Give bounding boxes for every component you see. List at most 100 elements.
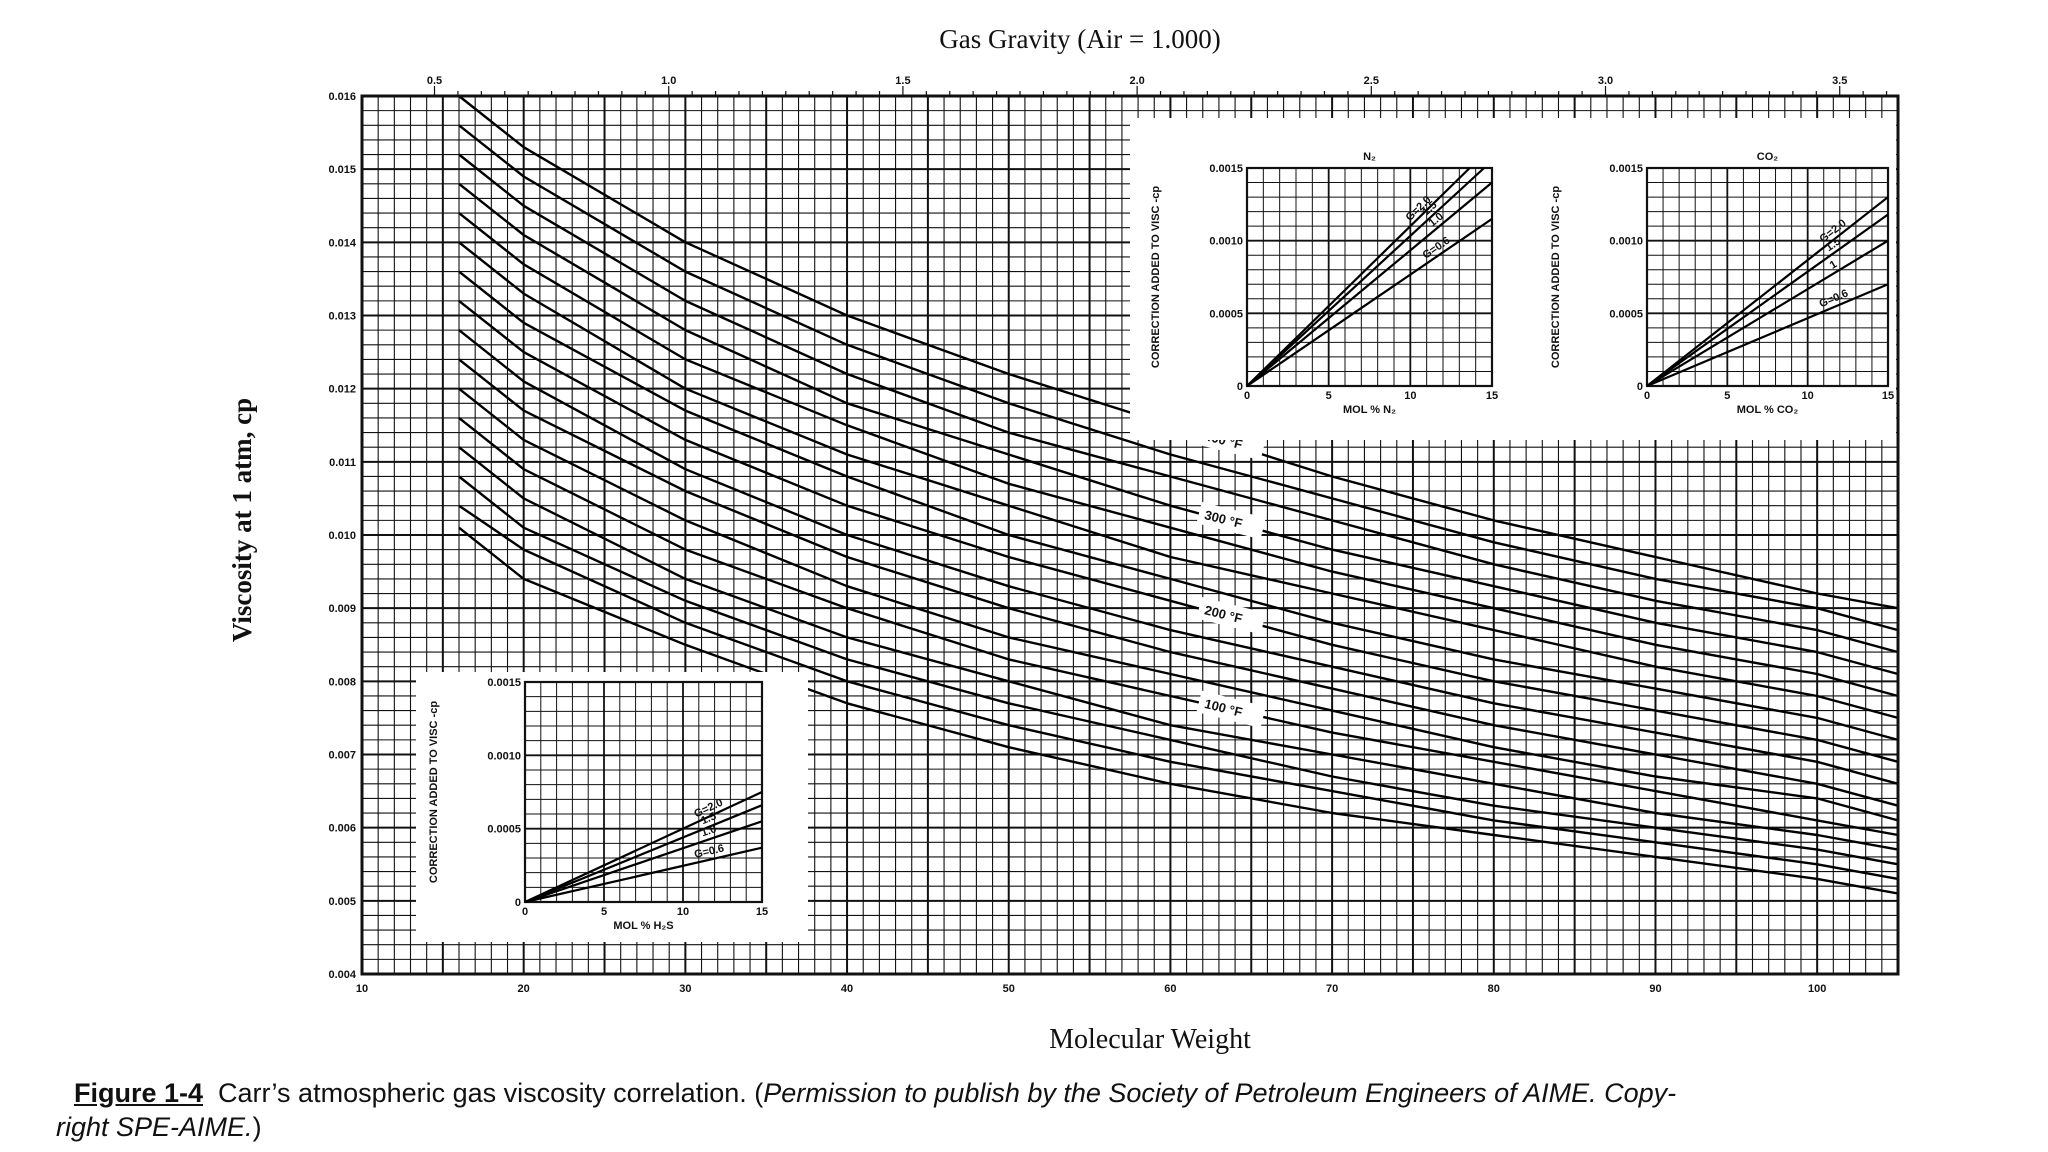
inset-y-tick: 0.0010 bbox=[1609, 236, 1643, 248]
x-tick-label: 20 bbox=[518, 983, 530, 995]
y-tick-label: 0.005 bbox=[328, 896, 356, 908]
top-axis-title: Gas Gravity (Air = 1.000) bbox=[939, 24, 1220, 54]
y-tick-label: 0.012 bbox=[328, 384, 356, 396]
y-tick-label: 0.008 bbox=[328, 676, 356, 688]
inset-title: N₂ bbox=[1363, 151, 1376, 163]
axes: 10 20 30 40 50 60 70 80 90 1000.0040.0050.0060.00… bbox=[328, 75, 1900, 995]
y-tick-label: 0.010 bbox=[328, 530, 356, 542]
correction-line-label: 1.5 bbox=[699, 810, 718, 827]
correction-line bbox=[1646, 283, 1889, 388]
figure-caption: Figure 1-4 Carr’s atmospheric gas viscos… bbox=[56, 1076, 2034, 1144]
inset-y-tick: 0.0010 bbox=[1209, 236, 1243, 248]
correction-line-label: 1 bbox=[1828, 258, 1839, 271]
inset-x-tick: 10 bbox=[1802, 390, 1814, 402]
y-tick-label: 0.007 bbox=[328, 750, 356, 762]
x-tick-label: 10 bbox=[356, 983, 368, 995]
viscosity-curve bbox=[458, 182, 1899, 676]
inset-panel bbox=[1540, 118, 1896, 440]
correction-line bbox=[1646, 213, 1889, 387]
correction-line bbox=[1246, 167, 1485, 387]
inset-x-label: MOL % N₂ bbox=[1343, 404, 1396, 416]
caption-close: ) bbox=[252, 1112, 262, 1142]
viscosity-curve bbox=[458, 299, 1899, 763]
inset-co2: G=2.01.51G=0.60 5 10 1500.00050.00100.0015M… bbox=[1540, 118, 1896, 440]
caption-line2: right SPE-AIME. bbox=[56, 1112, 253, 1142]
viscosity-curve bbox=[458, 212, 1899, 698]
inset-y-tick: 0 bbox=[515, 897, 521, 909]
temperature-label-bg bbox=[1196, 501, 1266, 540]
inset-y-label: CORRECTION ADDED TO VISC -cp bbox=[428, 701, 440, 883]
y-tick-label: 0.013 bbox=[328, 311, 356, 323]
inset-title: CO₂ bbox=[1757, 151, 1779, 163]
correction-line bbox=[524, 804, 763, 904]
caption-permission: Permission to publish by the Society of … bbox=[763, 1078, 1677, 1108]
x-tick-label: 40 bbox=[841, 983, 853, 995]
x-tick-label: 70 bbox=[1326, 983, 1338, 995]
inset-x-tick: 15 bbox=[1882, 390, 1894, 402]
inset-x-tick: 0 bbox=[1244, 390, 1250, 402]
top-tick-label: 1.5 bbox=[895, 75, 910, 87]
temperature-label-bg bbox=[1196, 690, 1266, 728]
y-tick-label: 0.016 bbox=[328, 91, 356, 103]
x-tick-label: 60 bbox=[1164, 983, 1176, 995]
viscosity-curve bbox=[458, 329, 1899, 785]
inset-frame bbox=[1245, 166, 1494, 388]
inset-x-label: MOL % CO₂ bbox=[1737, 404, 1799, 416]
viscosity-curve bbox=[458, 241, 1899, 720]
viscosity-curve bbox=[458, 270, 1899, 742]
viscosity-curve bbox=[458, 387, 1899, 822]
inset-x-tick: 5 bbox=[1326, 390, 1332, 402]
correction-line bbox=[1246, 181, 1493, 387]
inset-y-tick: 0 bbox=[1237, 381, 1243, 393]
figure-label: Figure 1-4 bbox=[74, 1078, 204, 1108]
y-axis-title: Viscosity at 1 atm, cp bbox=[227, 398, 257, 642]
inset-y-tick: 0.0010 bbox=[487, 750, 521, 762]
top-tick-label: 2.5 bbox=[1364, 75, 1379, 87]
viscosity-curve bbox=[458, 446, 1899, 851]
inset-x-tick: 0 bbox=[1644, 390, 1650, 402]
correction-line bbox=[1646, 196, 1889, 387]
y-tick-label: 0.009 bbox=[328, 603, 356, 615]
inset-x-label: MOL % H₂S bbox=[613, 920, 673, 932]
correction-line bbox=[524, 791, 763, 903]
top-tick-label: 0.5 bbox=[427, 75, 442, 87]
y-tick-label: 0.011 bbox=[329, 457, 356, 469]
y-tick-label: 0.015 bbox=[328, 164, 356, 176]
inset-y-tick: 0.0005 bbox=[1609, 308, 1643, 320]
inset-x-tick: 10 bbox=[1404, 390, 1416, 402]
temperature-label-bg bbox=[1196, 597, 1266, 635]
inset-y-tick: 0.0015 bbox=[1209, 163, 1243, 175]
y-tick-label: 0.004 bbox=[328, 969, 356, 981]
inset-y-tick: 0.0015 bbox=[487, 677, 521, 689]
x-tick-label: 90 bbox=[1649, 983, 1661, 995]
inset-x-tick: 5 bbox=[601, 906, 607, 918]
inset-y-tick: 0.0005 bbox=[487, 824, 521, 836]
inset-x-tick: 5 bbox=[1724, 390, 1730, 402]
correction-insets: G=2.01.51.0G=0.60 5 10 1500.00050.00100.001… bbox=[416, 118, 1896, 942]
top-tick-label: 3.5 bbox=[1832, 75, 1847, 87]
correction-line bbox=[524, 820, 763, 904]
inset-x-tick: 15 bbox=[756, 906, 768, 918]
viscosity-curves bbox=[458, 95, 1899, 895]
inset-x-tick: 10 bbox=[677, 906, 689, 918]
caption-text: Carr’s atmospheric gas viscosity correla… bbox=[218, 1078, 764, 1108]
correction-line bbox=[1646, 239, 1889, 387]
inset-n2: G=2.01.51.0G=0.60 5 10 1500.00050.00100.001… bbox=[1130, 118, 1550, 440]
y-tick-label: 0.014 bbox=[328, 237, 356, 249]
viscosity-curve bbox=[458, 504, 1899, 881]
inset-y-tick: 0.0015 bbox=[1609, 163, 1643, 175]
x-axis-title: Molecular Weight bbox=[1049, 1024, 1251, 1055]
correction-line bbox=[1246, 217, 1493, 387]
viscosity-curve bbox=[458, 526, 1899, 895]
x-tick-label: 80 bbox=[1488, 983, 1500, 995]
x-tick-label: 50 bbox=[1003, 983, 1015, 995]
x-tick-label: 100 bbox=[1808, 983, 1826, 995]
inset-h2s: G=2.01.51.0G=0.60 5 10 1500.00050.00100.001… bbox=[416, 672, 808, 942]
top-tick-label: 2.0 bbox=[1129, 75, 1144, 87]
correction-line bbox=[524, 846, 763, 904]
inset-y-label: CORRECTION ADDED TO VISC -cp bbox=[1150, 186, 1162, 368]
top-tick-label: 3.0 bbox=[1598, 75, 1613, 87]
viscosity-curve bbox=[458, 358, 1899, 807]
correction-line-label: 1.0 bbox=[700, 823, 718, 839]
